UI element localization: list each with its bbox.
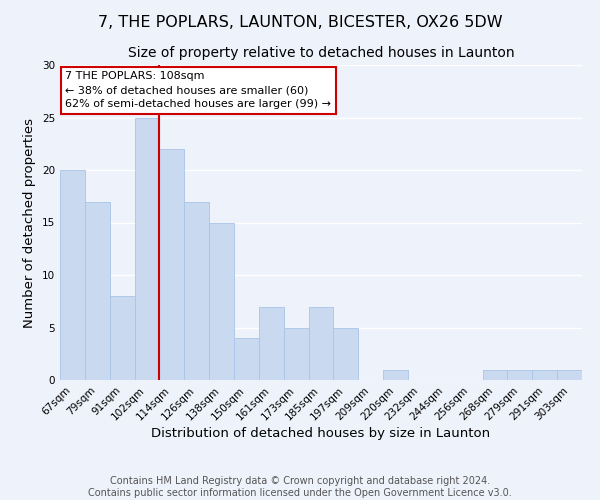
Bar bbox=[85, 202, 110, 380]
Title: Size of property relative to detached houses in Launton: Size of property relative to detached ho… bbox=[128, 46, 514, 60]
Text: 7, THE POPLARS, LAUNTON, BICESTER, OX26 5DW: 7, THE POPLARS, LAUNTON, BICESTER, OX26 … bbox=[98, 15, 502, 30]
Bar bbox=[259, 306, 284, 380]
Bar bbox=[209, 222, 234, 380]
Bar bbox=[184, 202, 209, 380]
Bar bbox=[60, 170, 85, 380]
Bar bbox=[134, 118, 160, 380]
Bar bbox=[334, 328, 358, 380]
Bar bbox=[482, 370, 508, 380]
X-axis label: Distribution of detached houses by size in Launton: Distribution of detached houses by size … bbox=[151, 428, 491, 440]
Bar bbox=[110, 296, 134, 380]
Bar bbox=[557, 370, 582, 380]
Bar bbox=[284, 328, 308, 380]
Bar bbox=[308, 306, 334, 380]
Bar bbox=[508, 370, 532, 380]
Bar bbox=[383, 370, 408, 380]
Y-axis label: Number of detached properties: Number of detached properties bbox=[23, 118, 37, 328]
Bar bbox=[532, 370, 557, 380]
Bar bbox=[234, 338, 259, 380]
Text: 7 THE POPLARS: 108sqm
← 38% of detached houses are smaller (60)
62% of semi-deta: 7 THE POPLARS: 108sqm ← 38% of detached … bbox=[65, 72, 331, 110]
Text: Contains HM Land Registry data © Crown copyright and database right 2024.
Contai: Contains HM Land Registry data © Crown c… bbox=[88, 476, 512, 498]
Bar bbox=[160, 149, 184, 380]
